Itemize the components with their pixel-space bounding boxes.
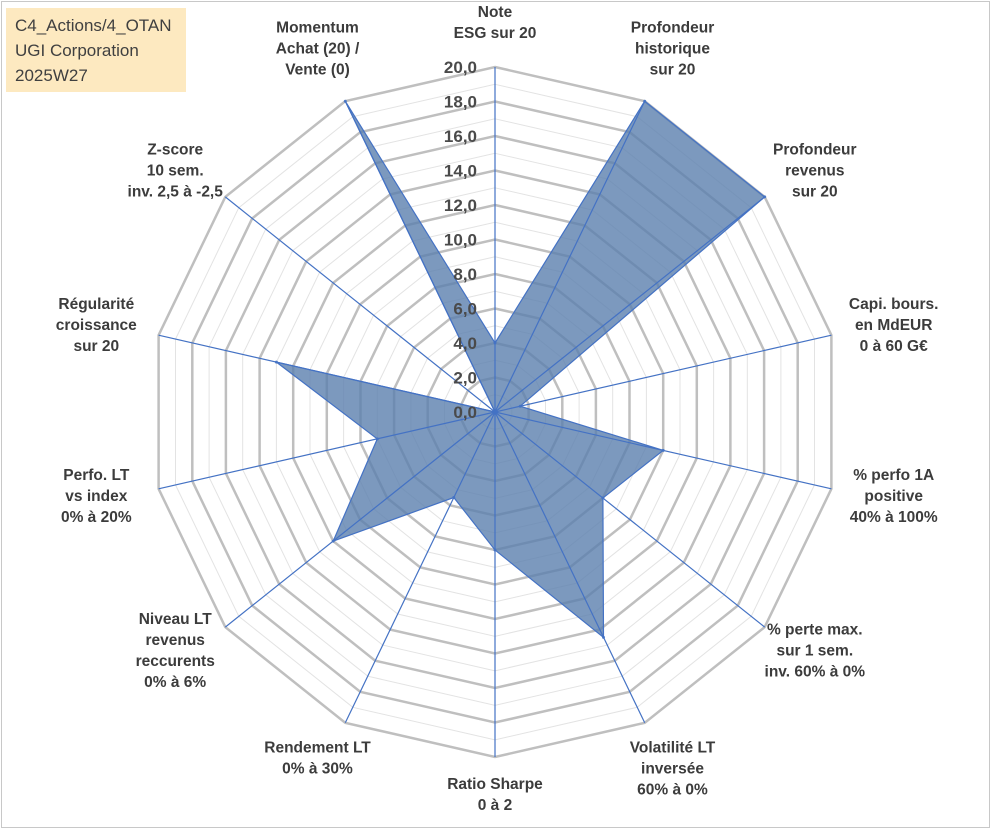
tick-label: 8,0 [453,265,477,284]
chart-info-box: C4_Actions/4_OTAN UGI Corporation 2025W2… [6,8,186,92]
axis-label-line: croissance [56,317,137,334]
info-line-2: UGI Corporation [15,41,139,60]
axis-label-line: Perfo. LT [63,467,130,484]
axis-label-line: reccurents [136,653,215,670]
axis-label: Niveau LT revenus reccurents 0% à 6% [136,611,215,691]
data-point [331,539,335,543]
data-point [601,496,605,500]
axis-label-line: Z-score [147,142,203,159]
info-line-3: 2025W27 [15,66,88,85]
axis-label-line: inv. 2,5 à -2,5 [128,184,224,201]
axis-spoke [494,334,832,413]
axis-spoke [494,100,646,413]
axis-spoke [494,196,766,413]
axis-spoke [224,196,496,413]
axis-label-line: Note [478,4,513,21]
axis-label: Profondeur historique sur 20 [631,19,715,78]
axis-spoke [158,411,496,490]
axis-label-line: Capi. bours. [849,296,939,313]
axis-label-line: Profondeur [631,19,715,36]
axis-label-line: 0% à 6% [144,674,206,691]
tick-label: 20,0 [444,58,477,77]
axis-label: Profondeur revenus sur 20 [773,142,857,201]
axis-label: Perfo. LT vs index 0% à 20% [61,467,132,526]
axis-label-line: Ratio Sharpe [447,776,543,793]
axis-spoke [158,334,496,413]
axis-label: Régularité croissance sur 20 [56,296,137,355]
axis-label-line: historique [635,40,710,57]
axis-label-line: sur 1 sem. [776,643,853,660]
axis-label-line: 0% à 30% [282,761,353,778]
axis-label-line: revenus [145,632,204,649]
tick-label: 2,0 [453,369,477,388]
axis-label-line: Régularité [58,296,134,313]
axis-label: Volatilité LT inversée 60% à 0% [630,740,716,799]
data-point [493,410,497,414]
axis-label: % perfo 1A positive 40% à 100% [850,467,938,526]
data-point [274,360,278,364]
axis-label-line: Rendement LT [264,740,371,757]
axis-label-line: 40% à 100% [850,509,938,526]
axis-label-line: Vente (0) [285,61,350,78]
data-point [661,448,665,452]
axis-spoke [224,411,496,628]
axis-label-line: % perte max. [767,622,863,639]
axis-label-line: 0 à 2 [478,797,512,814]
axis-label-line: revenus [785,163,844,180]
axis-label-line: Achat (20) / [276,40,360,57]
axis-spoke [494,411,646,724]
axis-label: Note ESG sur 20 [454,4,537,42]
data-point [763,195,767,199]
axis-label-line: 0% à 20% [61,509,132,526]
axis-label-line: 60% à 0% [637,782,708,799]
axis-label: Rendement LT 0% à 30% [264,740,371,778]
axis-label-line: sur 20 [650,61,696,78]
axis-spoke [344,411,496,724]
axis-label-line: inv. 60% à 0% [765,664,866,681]
axis-label-line: positive [864,488,923,505]
axis-label-line: sur 20 [73,338,119,355]
axis-label: Momentum Achat (20) / Vente (0) [276,19,360,78]
data-point [343,99,347,103]
axis-label: Capi. bours. en MdEUR 0 à 60 G€ [849,296,939,355]
axis-label-line: 0 à 60 G€ [860,338,928,355]
tick-label: 4,0 [453,334,477,353]
axis-spoke [494,411,766,628]
axis-label-line: en MdEUR [855,317,933,334]
data-point [493,548,497,552]
tick-label: 14,0 [444,162,477,181]
tick-label: 6,0 [453,300,477,319]
axis-label: % perte max. sur 1 sem. inv. 60% à 0% [765,622,866,681]
tick-label: 18,0 [444,93,477,112]
data-point [602,635,605,639]
tick-label: 12,0 [444,196,477,215]
axis-label: Ratio Sharpe 0 à 2 [447,776,543,814]
tick-label: 16,0 [444,127,477,146]
data-point [375,437,379,441]
tick-label: 0,0 [453,403,477,422]
axis-label-line: vs index [65,488,127,505]
axis-label-line: Niveau LT [139,611,212,628]
axis-label-line: inversée [641,761,704,778]
axis-spoke [344,100,496,413]
series-area [276,100,766,639]
axis-label-line: Profondeur [773,142,857,159]
data-point [518,404,522,408]
axis-label-line: Volatilité LT [630,740,716,757]
info-line-1: C4_Actions/4_OTAN [15,16,172,35]
tick-label: 10,0 [444,231,477,250]
data-point [452,496,456,499]
axis-label-line: sur 20 [792,184,838,201]
data-point [643,99,647,103]
axis-label-line: 10 sem. [147,163,204,180]
axis-label-line: Momentum [276,19,359,36]
axis-label: Z-score 10 sem. inv. 2,5 à -2,5 [128,142,224,201]
axis-label-line: % perfo 1A [853,467,934,484]
axis-label-line: ESG sur 20 [454,25,537,42]
data-point [493,341,497,345]
